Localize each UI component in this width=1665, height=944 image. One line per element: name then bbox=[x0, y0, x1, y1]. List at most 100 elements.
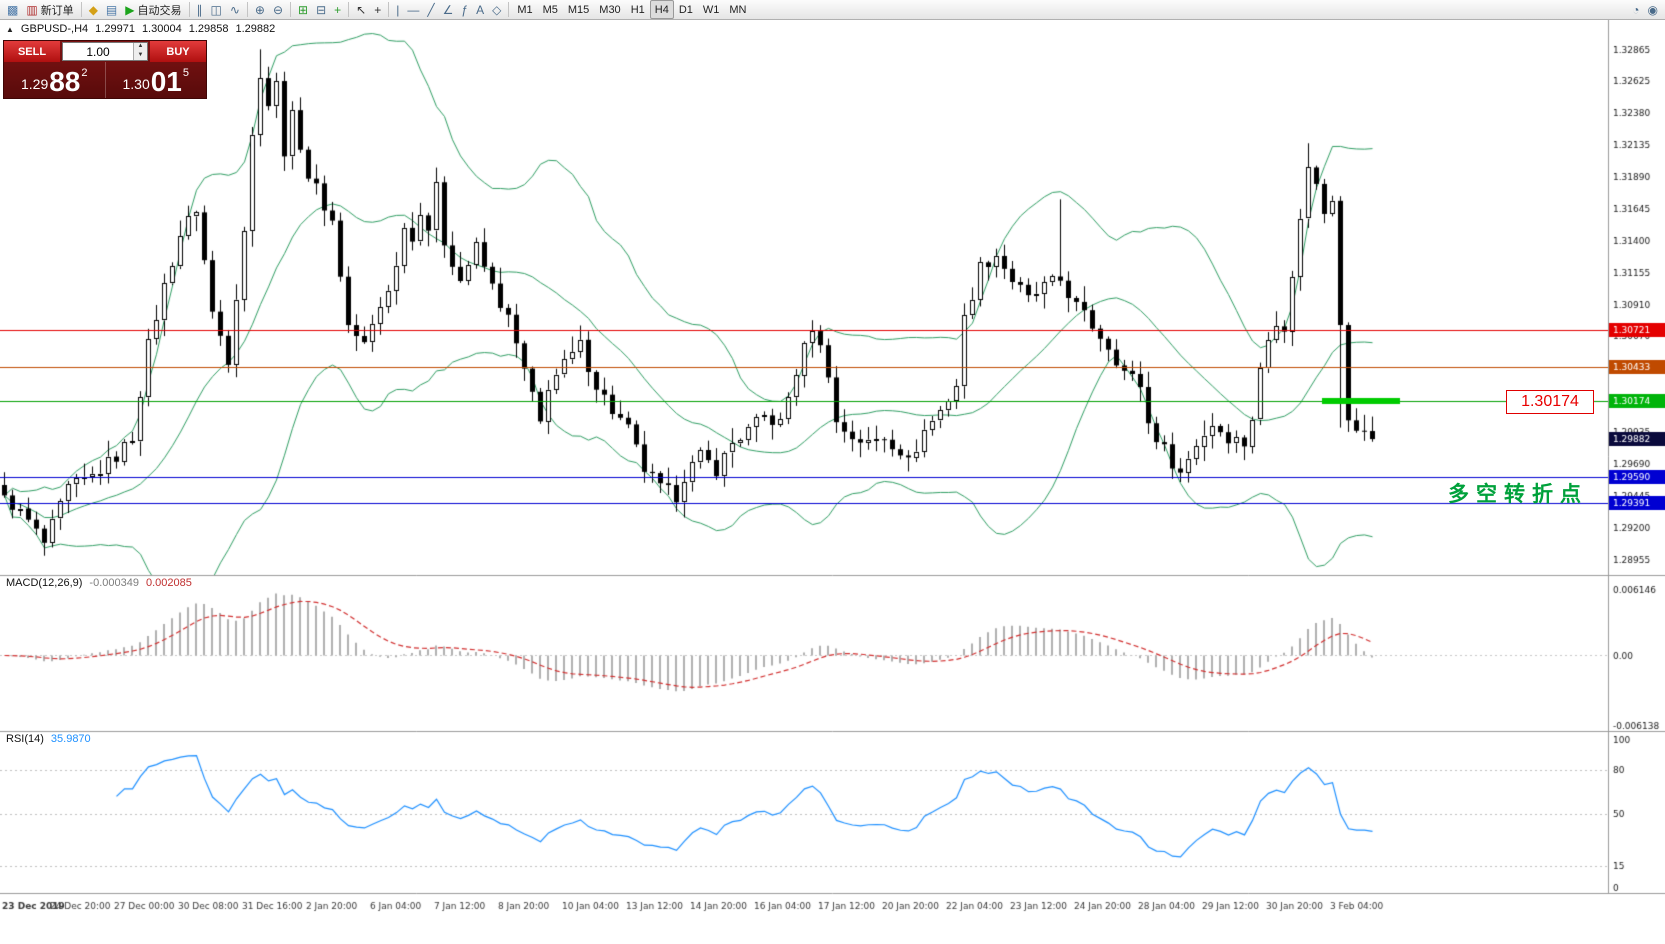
ohlc-open: 1.29971 bbox=[95, 23, 135, 35]
autotrading-button[interactable]: ▶ 自动交易 bbox=[121, 0, 185, 19]
ohlc-close: 1.29882 bbox=[235, 23, 276, 35]
zoom-out-button[interactable]: ⊖ bbox=[269, 0, 287, 19]
timeframe-w1-button-label: W1 bbox=[702, 3, 720, 16]
timeframe-m15-button[interactable]: M15 bbox=[563, 0, 594, 19]
arrows-icon: ◇ bbox=[492, 2, 502, 17]
timeframe-h4-button[interactable]: H4 bbox=[649, 0, 674, 19]
timeframe-m5-button[interactable]: M5 bbox=[538, 0, 563, 19]
market-watch-button[interactable]: ▤ bbox=[102, 0, 121, 19]
chart-symbol: GBPUSD-,H4 bbox=[20, 23, 89, 35]
notifications-button[interactable]: ◉ bbox=[1644, 0, 1662, 19]
annotation-text[interactable]: 多空转折点 bbox=[1448, 483, 1588, 506]
buy-button[interactable]: BUY bbox=[150, 41, 206, 62]
text-label-button[interactable]: A bbox=[472, 0, 488, 19]
cursor-button[interactable]: ↖ bbox=[352, 0, 370, 19]
trendline-button[interactable]: ╱ bbox=[423, 0, 438, 19]
fibonacci-icon: ƒ bbox=[461, 2, 469, 17]
rsi-label-row: RSI(14) 35.9870 bbox=[6, 733, 91, 745]
timeframe-m1-button-label: M1 bbox=[517, 3, 533, 16]
crosshair-icon: + bbox=[374, 2, 382, 17]
candlestick-chart-button[interactable]: ◫ bbox=[207, 0, 226, 19]
search-icon: ◔ bbox=[1632, 2, 1640, 17]
toolbar-separator bbox=[348, 2, 350, 17]
price-chart-canvas[interactable] bbox=[0, 20, 1665, 944]
chart-info: ▲ GBPUSD-,H4 1.29971 1.30004 1.29858 1.2… bbox=[6, 23, 275, 35]
timeframe-m15-button-label: M15 bbox=[567, 3, 590, 16]
notifications-icon: ◉ bbox=[1647, 2, 1658, 17]
vertical-line-button[interactable]: | bbox=[392, 0, 403, 19]
macd-label-row: MACD(12,26,9) -0.000349 0.002085 bbox=[6, 577, 192, 589]
toolbar-separator bbox=[388, 2, 390, 17]
indicators-icon: + bbox=[334, 2, 342, 17]
one-click-trading-panel: SELL ▲ ▼ BUY 1.29 88 2 1.30 01 5 bbox=[3, 40, 207, 99]
timeframe-m30-button-label: M30 bbox=[599, 3, 621, 16]
macd-main-value: -0.000349 bbox=[89, 577, 139, 589]
zoom-in-icon: ⊕ bbox=[254, 2, 265, 17]
trendline-icon: ╱ bbox=[427, 2, 435, 17]
fibonacci-button[interactable]: ƒ bbox=[457, 0, 472, 19]
autotrading-button-label: 自动交易 bbox=[137, 4, 182, 17]
indicators-button[interactable]: + bbox=[330, 0, 345, 19]
horizontal-line-button[interactable]: — bbox=[403, 0, 423, 19]
timeframe-h1-button-label: H1 bbox=[630, 3, 645, 16]
toolbar-separator bbox=[508, 2, 510, 17]
channel-icon: ∠ bbox=[442, 2, 454, 17]
metaeditor-icon: ◆ bbox=[88, 2, 98, 17]
tile-windows-button[interactable]: ⊞ bbox=[294, 0, 312, 19]
buy-price[interactable]: 1.30 01 5 bbox=[106, 62, 207, 98]
arrows-button[interactable]: ◇ bbox=[488, 0, 505, 19]
timeframe-h1-button[interactable]: H1 bbox=[626, 0, 650, 19]
rsi-indicator-name: RSI(14) bbox=[6, 733, 44, 745]
candlestick-chart-icon: ◫ bbox=[210, 2, 222, 17]
toolbar-separator bbox=[246, 2, 248, 17]
timeframe-w1-button[interactable]: W1 bbox=[698, 0, 725, 19]
volume-up-icon[interactable]: ▲ bbox=[134, 43, 147, 52]
sell-price[interactable]: 1.29 88 2 bbox=[4, 62, 106, 98]
horizontal-line-icon: — bbox=[407, 2, 420, 17]
new-order-icon: ▥ bbox=[26, 2, 38, 17]
timeframe-h4-button-label: H4 bbox=[654, 3, 669, 16]
metaeditor-button[interactable]: ◆ bbox=[85, 0, 102, 19]
toolbar-separator bbox=[188, 2, 190, 17]
cursor-icon: ↖ bbox=[356, 2, 367, 17]
toolbar-separator bbox=[290, 2, 292, 17]
volume-down-icon[interactable]: ▼ bbox=[134, 51, 147, 60]
toolbar: ▩ ▥ 新订单 ◆ ▤ ▶ 自动交易 ∥ ◫ ∿ ⊕ ⊖ ⊞ ⊟ + ↖ + | — ╱ ∠ ƒ A ◇ M1 M5 M15 M30 H… bbox=[0, 0, 1665, 20]
macd-indicator-name: MACD(12,26,9) bbox=[6, 577, 83, 589]
zoom-out-icon: ⊖ bbox=[272, 2, 284, 17]
toolbar-separator bbox=[80, 2, 82, 17]
zoom-in-button[interactable]: ⊕ bbox=[251, 0, 269, 19]
sell-button[interactable]: SELL bbox=[4, 41, 60, 62]
line-chart-button[interactable]: ∿ bbox=[226, 0, 244, 19]
buy-price-point: 5 bbox=[182, 67, 190, 79]
cascade-windows-button[interactable]: ⊟ bbox=[312, 0, 330, 19]
new-order-button-label: 新订单 bbox=[40, 4, 74, 17]
crosshair-button[interactable]: + bbox=[370, 0, 385, 19]
search-button[interactable]: ◔ bbox=[1628, 0, 1643, 19]
timeframe-mn-button[interactable]: MN bbox=[724, 0, 751, 19]
timeframe-m5-button-label: M5 bbox=[542, 3, 558, 16]
timeframe-d1-button-label: D1 bbox=[678, 3, 693, 16]
sell-price-pips: 88 bbox=[49, 66, 81, 98]
bar-chart-button[interactable]: ∥ bbox=[193, 0, 207, 19]
volume-stepper: ▲ ▼ bbox=[62, 42, 148, 61]
text-label-icon: A bbox=[476, 2, 485, 17]
autotrading-icon: ▶ bbox=[125, 2, 135, 17]
market-watch-icon: ▤ bbox=[105, 2, 118, 17]
collapse-trade-panel-icon[interactable]: ▲ bbox=[6, 24, 14, 34]
new-chart-icon: ▩ bbox=[7, 2, 19, 17]
price-level-label[interactable]: 1.30174 bbox=[1506, 390, 1594, 414]
rsi-value: 35.9870 bbox=[50, 733, 91, 745]
ohlc-high: 1.30004 bbox=[141, 23, 182, 35]
timeframe-d1-button[interactable]: D1 bbox=[674, 0, 698, 19]
channel-button[interactable]: ∠ bbox=[439, 0, 458, 19]
sell-price-point: 2 bbox=[81, 67, 88, 79]
buy-price-pips: 01 bbox=[150, 66, 182, 98]
timeframe-m30-button[interactable]: M30 bbox=[594, 0, 625, 19]
volume-input[interactable] bbox=[63, 43, 133, 60]
timeframe-mn-button-label: MN bbox=[729, 3, 747, 16]
new-chart-button[interactable]: ▩ bbox=[3, 0, 22, 19]
new-order-button[interactable]: ▥ 新订单 bbox=[22, 0, 77, 19]
timeframe-m1-button[interactable]: M1 bbox=[512, 0, 537, 19]
